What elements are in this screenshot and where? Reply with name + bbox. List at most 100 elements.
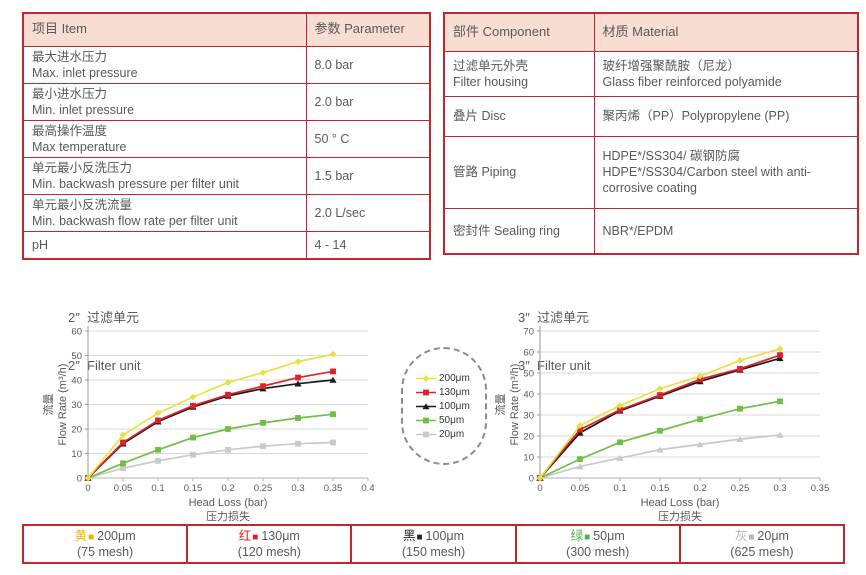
color-key-size: 黑■ 100μm	[402, 528, 465, 543]
color-name-zh: 黄	[74, 528, 88, 543]
material-table: 部件 Component 材质 Material 过滤单元外壳 Filter ho…	[443, 12, 859, 255]
component-zh: 叠片 Disc	[453, 109, 506, 123]
color-key-size: 绿■ 50μm	[570, 528, 625, 543]
chart-legend: 200μm 130μm 100μm 50μm 20μm	[401, 347, 487, 465]
table-row: 单元最小反洗压力 Min. backwash pressure per filte…	[22, 156, 431, 195]
svg-text:0.15: 0.15	[184, 483, 203, 494]
legend-marker-icon	[416, 417, 436, 423]
chart-title-en: 2″ Filter unit	[68, 358, 141, 374]
component-en: Filter housing	[453, 74, 529, 89]
spec-value: 1.5 bar	[305, 156, 431, 195]
spec-header-item: 项目 Item	[22, 12, 307, 47]
material-en: Glass fiber reinforced polyamide	[602, 74, 782, 89]
svg-text:30: 30	[71, 400, 82, 411]
svg-text:40: 40	[71, 376, 82, 387]
legend-marker-icon	[416, 389, 436, 395]
table-row: 密封件 Sealing ring NBR*/EPDM	[443, 207, 859, 255]
svg-text:0.3: 0.3	[291, 483, 304, 494]
svg-text:Head Loss (bar): Head Loss (bar)	[641, 497, 720, 509]
color-swatch-icon: ■	[416, 531, 423, 543]
svg-text:10: 10	[71, 449, 82, 460]
legend-item: 50μm	[415, 415, 485, 426]
color-key-mesh: (120 mesh)	[237, 545, 301, 559]
svg-text:20: 20	[523, 432, 534, 443]
table-row: 过滤单元外壳 Filter housing 玻纤增强聚酰胺（尼龙） Glass fi…	[443, 50, 859, 97]
legend-label: 100μm	[439, 400, 470, 412]
material-header-material: 材质 Material	[593, 12, 859, 52]
color-key-size: 灰■ 20μm	[734, 528, 789, 543]
svg-text:50: 50	[523, 369, 534, 380]
table-row: pH 4 - 14	[22, 230, 431, 260]
svg-text:0.25: 0.25	[254, 483, 273, 494]
color-key-size: 黄■ 200μm	[74, 528, 136, 543]
color-name-zh: 灰	[734, 528, 748, 543]
component-zh: 密封件 Sealing ring	[453, 223, 560, 238]
chart-title-en: 3″ Filter unit	[518, 358, 591, 374]
legend-item: 130μm	[415, 387, 485, 398]
color-key-cell: 绿■ 50μm (300 mesh)	[514, 526, 679, 562]
legend-label: 200μm	[439, 372, 470, 384]
spec-item-en: Max temperature	[32, 139, 127, 154]
table-row: 最大进水压力 Max. inlet pressure 8.0 bar	[22, 45, 431, 84]
svg-text:10: 10	[523, 453, 534, 464]
component-zh: 管路 Piping	[453, 165, 517, 179]
svg-text:压力损失: 压力损失	[206, 509, 250, 523]
spec-header-parameter: 参数 Parameter	[305, 12, 431, 47]
svg-text:0.3: 0.3	[773, 483, 786, 494]
svg-text:50: 50	[71, 351, 82, 362]
legend-label: 20μm	[439, 428, 465, 440]
svg-text:Flow Rate (m³/h): Flow Rate (m³/h)	[57, 364, 69, 446]
spec-table: 项目 Item 参数 Parameter 最大进水压力 Max. inlet pr…	[22, 12, 431, 260]
svg-text:流量: 流量	[494, 394, 507, 416]
svg-text:压力损失: 压力损失	[658, 509, 702, 523]
color-name-zh: 红	[238, 528, 252, 543]
color-key-cell: 黑■ 100μm (150 mesh)	[350, 526, 514, 562]
material-table-header: 部件 Component 材质 Material	[443, 12, 859, 52]
color-name-zh: 绿	[570, 528, 584, 543]
svg-text:0.35: 0.35	[811, 483, 830, 494]
table-row: 管路 Piping HDPE*/SS304/ 碳钢防腐 HDPE*/SS304/C…	[443, 135, 859, 209]
spec-item-zh: 单元最小反洗流量	[32, 197, 133, 212]
chart-title-2in: 2″ 过滤单元 2″ Filter unit	[68, 277, 141, 391]
spec-item-zh: pH	[32, 237, 48, 252]
legend-item: 100μm	[415, 401, 485, 412]
svg-text:0: 0	[77, 474, 82, 485]
spec-item-zh: 最小进水压力	[32, 86, 108, 101]
spec-item-en: Min. backwash pressure per filter unit	[32, 176, 240, 191]
svg-text:0.25: 0.25	[731, 483, 750, 494]
table-row: 最小进水压力 Min. inlet pressure 2.0 bar	[22, 82, 431, 121]
material-header-component: 部件 Component	[443, 12, 595, 52]
legend-item: 200μm	[415, 373, 485, 384]
spec-table-header: 项目 Item 参数 Parameter	[22, 12, 431, 47]
color-name-zh: 黑	[402, 528, 416, 543]
color-key-mesh: (625 mesh)	[730, 545, 794, 559]
spec-item-zh: 单元最小反洗压力	[32, 160, 133, 175]
color-key-mesh: (300 mesh)	[566, 545, 630, 559]
spec-item-zh: 最大进水压力	[32, 49, 108, 64]
spec-value: 8.0 bar	[305, 45, 431, 84]
flow-chart-2in: 0 0.05 0.1 0.15 0.2 0.25 0.3 0.35 0.4 0 10 20 30 40 50…	[42, 326, 375, 523]
svg-text:40: 40	[523, 390, 534, 401]
svg-text:70: 70	[523, 327, 534, 338]
svg-text:0.2: 0.2	[221, 483, 234, 494]
legend-label: 50μm	[439, 414, 465, 426]
material-zh: 聚丙烯（PP）Polypropylene (PP)	[602, 109, 790, 123]
color-key-mesh: (75 mesh)	[76, 545, 134, 559]
legend-marker-icon	[416, 374, 436, 382]
svg-text:0.15: 0.15	[651, 483, 670, 494]
spec-value: 2.0 L/sec	[305, 193, 431, 232]
svg-text:Flow Rate (m³/h): Flow Rate (m³/h)	[509, 364, 521, 446]
spec-item-en: Min. inlet pressure	[32, 102, 135, 117]
color-key-size: 红■ 130μm	[238, 528, 300, 543]
svg-text:0.05: 0.05	[114, 483, 133, 494]
flow-chart-3in: 0 0.05 0.1 0.15 0.2 0.25 0.3 0.35 0 10 20 30 40 50 60 7…	[494, 326, 830, 523]
legend-label: 130μm	[439, 386, 470, 398]
svg-text:0.35: 0.35	[324, 483, 343, 494]
color-key-cell: 灰■ 20μm (625 mesh)	[678, 526, 843, 562]
svg-text:60: 60	[523, 348, 534, 359]
spec-item-en: Max. inlet pressure	[32, 65, 138, 80]
svg-text:流量: 流量	[42, 394, 55, 416]
color-swatch-icon: ■	[748, 531, 755, 543]
table-row: 最高操作温度 Max temperature 50 ° C	[22, 119, 431, 158]
